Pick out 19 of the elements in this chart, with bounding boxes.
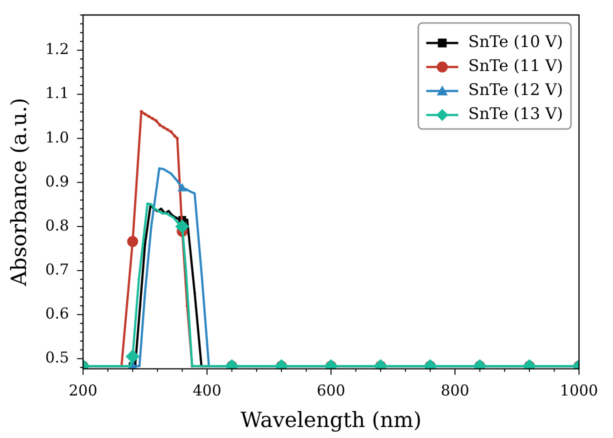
x-tick-label: 400 <box>192 382 222 400</box>
y-tick-label: 1.0 <box>45 128 70 146</box>
y-axis-title: Absorbance (a.u.) <box>7 98 32 287</box>
y-tick-label: 1.1 <box>45 84 70 102</box>
x-tick-label: 1000 <box>560 382 598 400</box>
y-tick-label: 0.7 <box>45 260 70 278</box>
legend-label: SnTe (10 V) <box>468 32 563 52</box>
y-tick-label: 0.8 <box>45 216 70 234</box>
y-tick-label: 0.5 <box>45 348 70 367</box>
legend-label: SnTe (11 V) <box>468 56 563 76</box>
y-tick-label: 0.6 <box>45 304 70 322</box>
legend-label: SnTe (12 V) <box>468 80 563 100</box>
x-tick-label: 800 <box>440 382 470 400</box>
y-tick-label: 1.2 <box>45 40 70 58</box>
legend-label: SnTe (13 V) <box>468 104 563 124</box>
x-tick-label: 600 <box>316 382 346 400</box>
x-tick-label: 200 <box>68 382 98 400</box>
x-axis-title: Wavelength (nm) <box>240 408 422 432</box>
y-tick-label: 0.9 <box>45 172 70 190</box>
